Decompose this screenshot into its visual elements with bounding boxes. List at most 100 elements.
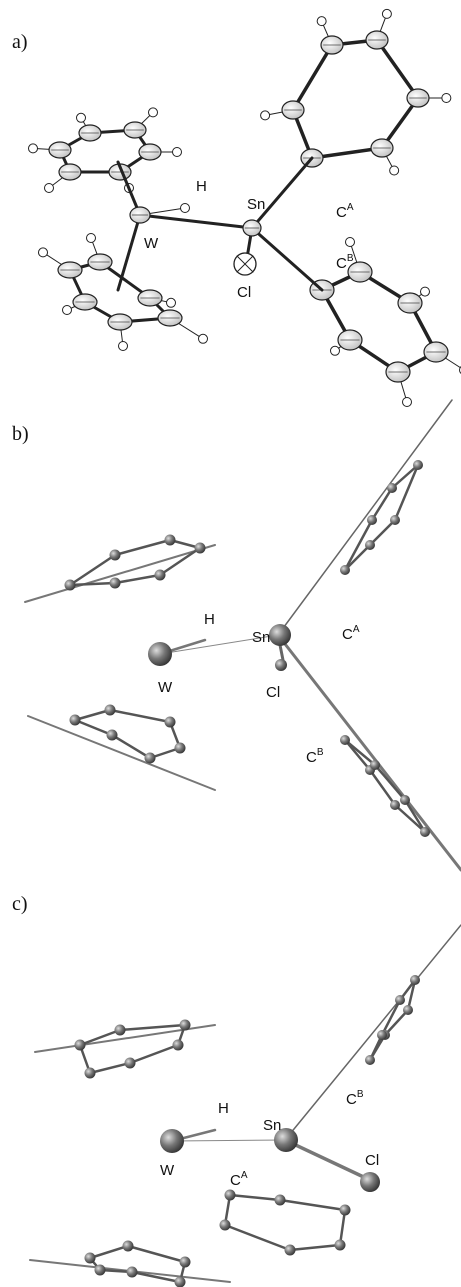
bond	[70, 555, 115, 585]
atom	[365, 1055, 375, 1065]
h-atom	[199, 334, 208, 343]
atom	[413, 460, 423, 470]
bond	[280, 1200, 345, 1210]
atom-symbol: W	[160, 1162, 175, 1179]
atom	[365, 540, 375, 550]
bond	[140, 215, 252, 228]
atom-symbol: H	[196, 178, 207, 195]
atom-superscript: B	[357, 1089, 364, 1100]
h-atom	[87, 234, 96, 243]
atom-label: H	[204, 611, 215, 628]
atom	[400, 795, 410, 805]
atom	[340, 1205, 351, 1216]
atom	[105, 705, 116, 716]
atom	[220, 1220, 231, 1231]
h-atom	[403, 398, 412, 407]
bond	[112, 735, 150, 758]
atom	[70, 715, 81, 726]
h-atom	[390, 166, 399, 175]
atom-symbol: Sn	[263, 1117, 281, 1134]
bond	[130, 1045, 178, 1063]
atom	[275, 1195, 286, 1206]
panel-label: b)	[12, 423, 29, 445]
atom-symbol: H	[218, 1100, 229, 1117]
atom-label: H	[218, 1100, 229, 1117]
h-atom	[63, 306, 72, 315]
h-atom	[45, 184, 54, 193]
atom-symbol: Cl	[237, 284, 251, 301]
atom-symbol: C	[346, 1091, 357, 1108]
atom-label: Cl	[365, 1152, 379, 1169]
h-atom	[181, 204, 190, 213]
atom-symbol: C	[336, 204, 347, 221]
atom	[125, 1058, 136, 1069]
atom	[107, 730, 118, 741]
bond	[172, 1140, 285, 1141]
atom	[370, 760, 380, 770]
atom	[225, 1190, 236, 1201]
panel-label: a)	[12, 31, 28, 53]
atom	[403, 1005, 413, 1015]
figure: a)HSnWClCACBb)HSnWClCACBc)HSnWCAClCB	[0, 0, 461, 1287]
atom-superscript: A	[241, 1170, 248, 1181]
atom-label: Sn	[247, 196, 265, 213]
atom	[367, 515, 377, 525]
bond	[128, 1246, 185, 1262]
h-atom	[77, 113, 86, 122]
atom-symbol: W	[158, 679, 173, 696]
bond	[70, 583, 115, 585]
atom	[275, 659, 287, 671]
atom	[160, 1129, 184, 1153]
atom	[335, 1240, 346, 1251]
atom	[269, 624, 291, 646]
bond	[115, 575, 160, 583]
atom-symbol: Cl	[365, 1152, 379, 1169]
atom	[75, 1040, 86, 1051]
atom	[85, 1068, 96, 1079]
atom	[65, 580, 76, 591]
atom	[180, 1257, 191, 1268]
molecule-drawings	[25, 9, 461, 1287]
atom-symbol: W	[144, 235, 159, 252]
bond	[285, 925, 461, 1140]
atom	[195, 543, 206, 554]
bond	[120, 1025, 185, 1030]
bond	[252, 228, 322, 290]
atom	[173, 1040, 184, 1051]
atom-symbol: C	[306, 749, 317, 766]
atom-symbol: Sn	[252, 629, 270, 646]
atom	[180, 1020, 191, 1031]
h-atom	[119, 342, 128, 351]
atom-superscript: B	[317, 747, 324, 758]
bond	[160, 548, 200, 575]
atom	[95, 1265, 106, 1276]
bond	[290, 1245, 340, 1250]
bond	[230, 1195, 280, 1200]
atom	[340, 735, 350, 745]
bond	[75, 720, 112, 735]
atom	[390, 515, 400, 525]
atom-symbol: C	[336, 255, 347, 272]
atom-label: W	[158, 679, 173, 696]
bond	[285, 1140, 370, 1180]
atom-label: CA	[230, 1170, 248, 1189]
atom-label: CB	[306, 747, 324, 766]
h-atom	[442, 94, 451, 103]
atom-symbol: Cl	[266, 684, 280, 701]
atom-label: CA	[342, 624, 360, 643]
atom-label: CA	[336, 202, 354, 221]
atom	[165, 535, 176, 546]
bond	[28, 716, 215, 790]
atom	[387, 483, 397, 493]
atom	[127, 1267, 138, 1278]
atom	[340, 565, 350, 575]
atom-label: Sn	[263, 1117, 281, 1134]
atom	[110, 578, 121, 589]
atom-symbol: C	[230, 1172, 241, 1189]
atom-label: Cl	[237, 284, 251, 301]
atom-superscript: B	[347, 253, 354, 264]
atom	[285, 1245, 296, 1256]
bond	[252, 158, 312, 228]
atom-superscript: A	[353, 624, 360, 635]
